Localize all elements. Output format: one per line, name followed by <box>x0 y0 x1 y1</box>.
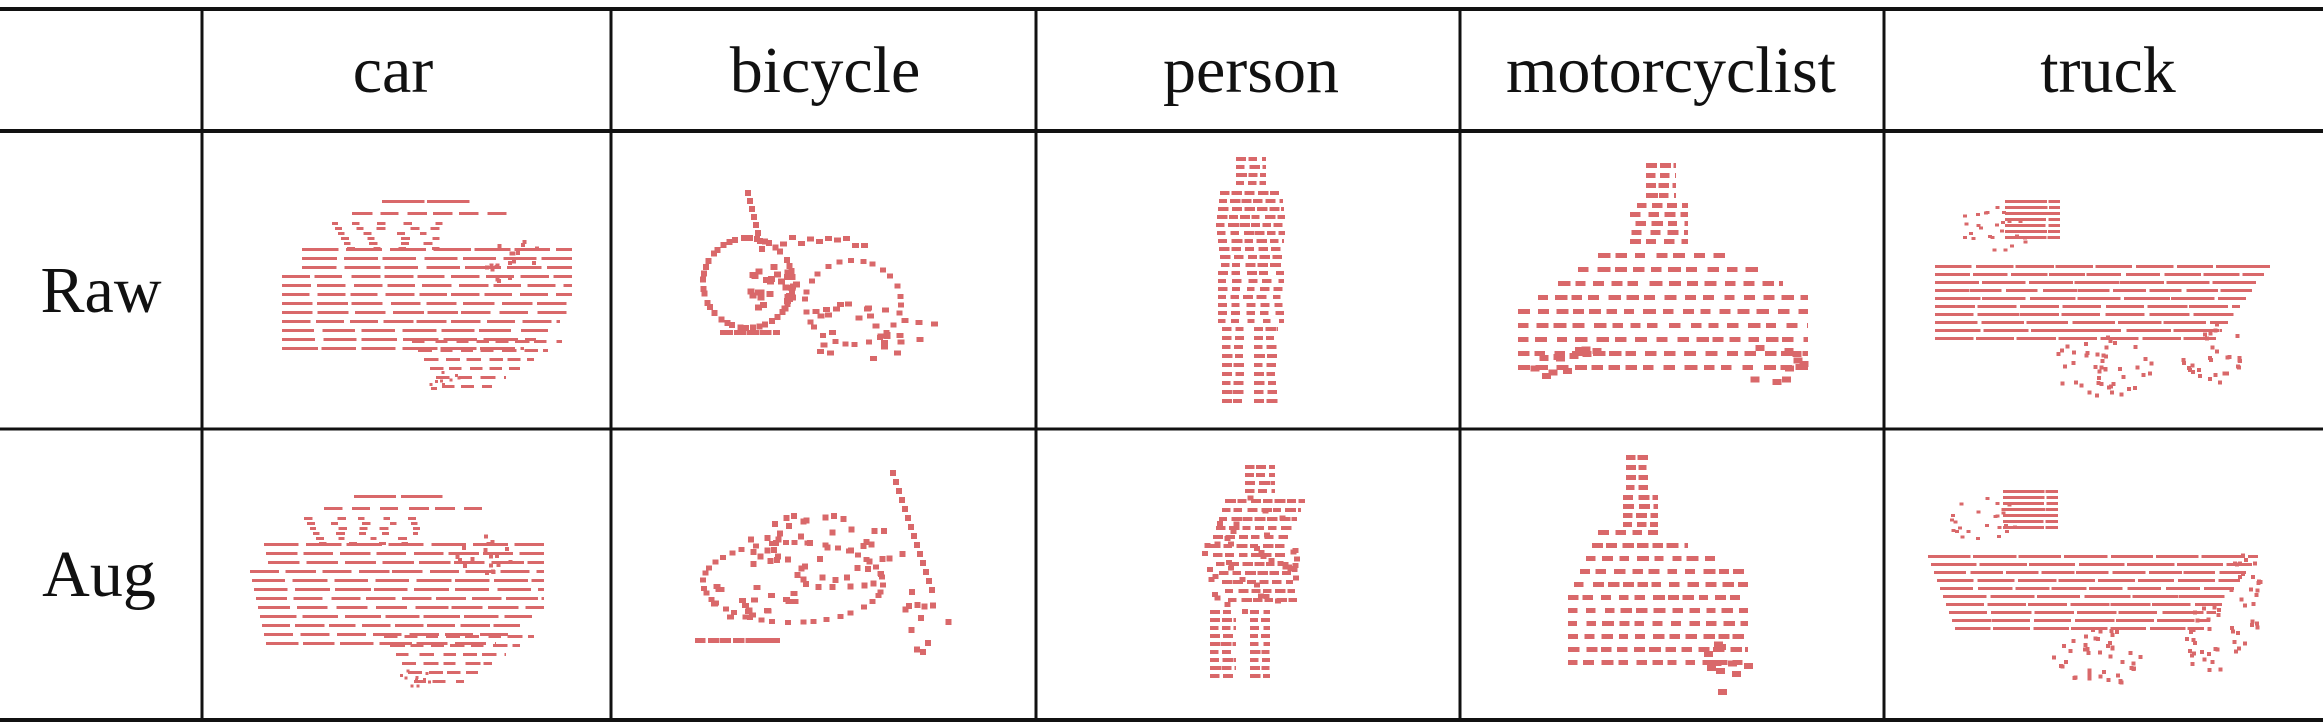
point-cloud-person-aug <box>1202 465 1305 678</box>
row-labels: Raw Aug <box>41 254 162 611</box>
row-label-raw: Raw <box>41 254 162 327</box>
column-header-car: car <box>353 34 434 107</box>
point-cloud-truck-raw <box>1935 200 2270 398</box>
point-cloud-car-raw <box>282 200 573 390</box>
point-cloud-layer <box>250 157 2270 696</box>
table-grid <box>0 7 2323 722</box>
point-cloud-bicycle-aug <box>695 470 952 655</box>
point-cloud-bicycle-raw <box>700 190 939 361</box>
row-label-aug: Aug <box>42 538 156 611</box>
column-header-truck: truck <box>2040 34 2176 107</box>
point-cloud-person-raw <box>1216 157 1286 403</box>
point-cloud-motorcyclist-raw <box>1518 163 1809 386</box>
point-cloud-truck-aug <box>1928 490 2263 685</box>
point-cloud-car-aug <box>250 495 545 688</box>
column-header-motorcyclist: motorcyclist <box>1506 34 1836 107</box>
header-row: car bicycle person motorcyclist truck <box>353 34 2176 107</box>
column-header-person: person <box>1163 34 1339 107</box>
point-cloud-motorcyclist-aug <box>1568 455 1754 696</box>
column-header-bicycle: bicycle <box>730 34 921 107</box>
